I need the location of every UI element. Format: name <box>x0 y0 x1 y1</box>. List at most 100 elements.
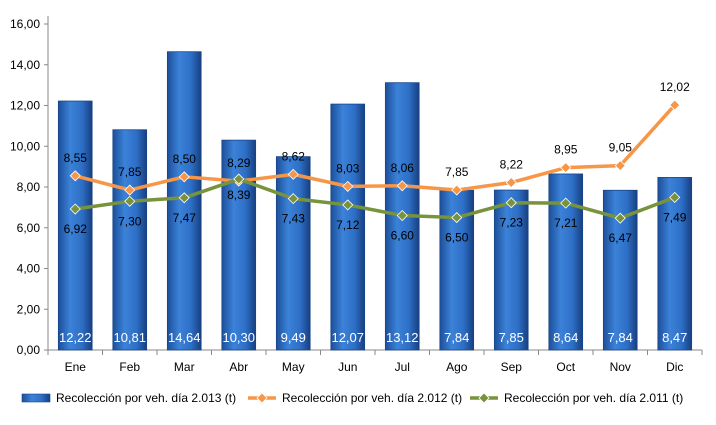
x-tick-label: May <box>282 360 305 374</box>
bar-value-label: 8,64 <box>553 330 578 345</box>
line-2012-label: 8,55 <box>64 151 88 165</box>
line-series: 8,55 7,85 8,50 8,29 8,62 8,03 8,06 7,85 8,22 8,95… <box>64 80 691 245</box>
line-2011-label: 6,92 <box>64 222 88 236</box>
x-tick-label: Ago <box>446 360 468 374</box>
line-2011-label: 6,47 <box>609 231 633 245</box>
line-2011-label: 7,30 <box>118 214 142 228</box>
line-2012-label: 7,85 <box>445 165 469 179</box>
legend: Recolección por veh. día 2.013 (t) Recole… <box>21 391 683 405</box>
line-2012-marker <box>178 171 190 183</box>
y-tick-label: 6,00 <box>17 221 41 235</box>
line-2012-marker <box>342 180 354 192</box>
bar-value-label: 8,47 <box>662 330 687 345</box>
line-2012-label: 8,62 <box>282 149 306 163</box>
x-tick-label: Jul <box>395 360 410 374</box>
line-2011-label: 7,21 <box>554 216 578 230</box>
line-2012-marker <box>124 184 136 196</box>
legend-label: Recolección por veh. día 2.013 (t) <box>56 391 236 405</box>
line-2011-marker <box>287 193 299 205</box>
line-2011-marker <box>233 173 245 185</box>
line-2011-marker <box>669 191 681 203</box>
y-tick-label: 10,00 <box>10 139 40 153</box>
line-2012-label: 7,85 <box>118 165 142 179</box>
bar-series-2013: 12,22 10,81 14,64 10,30 9,49 12,07 13,12 7,84 7,… <box>57 51 693 351</box>
x-tick-label: Mar <box>174 360 195 374</box>
bar-2013 <box>221 139 257 351</box>
y-tick-label: 0,00 <box>17 343 41 357</box>
legend-swatch-bar <box>21 393 51 403</box>
x-tick-label: Jun <box>338 360 357 374</box>
bar-2013 <box>112 129 148 351</box>
bar-2013 <box>57 100 93 351</box>
y-tick-label: 8,00 <box>17 180 41 194</box>
y-axis: 0,00 2,00 4,00 6,00 8,00 10,00 12,00 14,00 16,00 <box>10 16 49 357</box>
line-2011-marker <box>396 209 408 222</box>
line-2012-marker <box>396 180 408 192</box>
line-2011-label: 6,50 <box>445 231 469 245</box>
bar-value-label: 12,07 <box>331 330 364 345</box>
bar-2013 <box>493 189 529 351</box>
line-2012-label: 12,02 <box>660 80 690 94</box>
x-axis: Ene Feb Mar Abr May Jun Jul Ago Sep Oct Nov Dic <box>47 349 703 374</box>
line-2011-marker <box>178 192 190 204</box>
x-tick-label: Sep <box>501 360 523 374</box>
line-2012-marker <box>287 168 299 180</box>
line-2012-label: 8,95 <box>554 143 578 157</box>
legend-item: Recolección por veh. día 2.012 (t) <box>248 391 462 405</box>
bar-value-label: 7,85 <box>499 330 524 345</box>
legend-swatch-marker <box>478 392 490 404</box>
line-2011-label: 6,60 <box>391 229 415 243</box>
line-2011-marker <box>560 197 572 209</box>
legend-item: Recolección por veh. día 2.011 (t) <box>470 391 683 405</box>
line-2012-label: 8,50 <box>173 152 197 166</box>
x-tick-label: Oct <box>556 360 575 374</box>
bar-value-label: 7,84 <box>444 330 469 345</box>
bar-value-label: 10,30 <box>222 330 255 345</box>
x-tick-label: Feb <box>119 360 140 374</box>
x-tick-label: Nov <box>610 360 631 374</box>
y-tick-label: 2,00 <box>17 302 41 316</box>
bar-2013 <box>330 103 366 351</box>
line-2012-marker <box>614 160 626 172</box>
bar-value-label: 12,22 <box>59 330 92 345</box>
line-2011-marker <box>451 211 463 224</box>
legend-item: Recolección por veh. día 2.013 (t) <box>21 391 236 405</box>
line-2011-label: 8,39 <box>227 188 251 202</box>
line-2012-marker <box>69 170 81 182</box>
line-2011-label: 7,12 <box>336 218 360 232</box>
line-2011-marker <box>342 199 354 211</box>
line-2012-marker <box>451 184 463 196</box>
line-2012-label: 9,05 <box>609 141 633 155</box>
y-tick-label: 16,00 <box>10 17 40 31</box>
bar-value-label: 14,64 <box>168 330 201 345</box>
x-tick-label: Ene <box>65 360 87 374</box>
y-tick-label: 4,00 <box>17 262 41 276</box>
line-2012 <box>74 103 677 192</box>
line-2012-label: 8,03 <box>336 161 360 175</box>
y-tick-label: 12,00 <box>10 99 40 113</box>
bar-value-label: 9,49 <box>281 330 306 345</box>
bar-2013 <box>275 156 311 351</box>
line-2012-label: 8,06 <box>391 161 415 175</box>
line-2011-label: 7,23 <box>500 216 524 230</box>
line-2012-marker <box>560 162 572 174</box>
line-2012-label: 8,22 <box>500 158 524 172</box>
x-tick-label: Abr <box>229 360 248 374</box>
bar-value-label: 7,84 <box>608 330 633 345</box>
line-2011-marker <box>614 212 626 224</box>
line-2012-marker <box>669 99 681 111</box>
bar-value-label: 10,81 <box>113 330 146 345</box>
line-2011-label: 7,47 <box>173 211 197 225</box>
x-tick-label: Dic <box>666 360 683 374</box>
line-2012-marker <box>505 176 517 189</box>
line-2011-label: 7,43 <box>282 212 306 226</box>
legend-label: Recolección por veh. día 2.011 (t) <box>504 391 683 405</box>
line-2011-label: 7,49 <box>663 210 687 224</box>
line-2011 <box>75 177 676 220</box>
line-2012-label: 8,29 <box>227 156 251 170</box>
line-2011-marker <box>505 197 517 209</box>
y-tick-label: 14,00 <box>10 58 40 72</box>
legend-label: Recolección por veh. día 2.012 (t) <box>282 391 462 405</box>
line-2011-marker <box>124 195 136 207</box>
